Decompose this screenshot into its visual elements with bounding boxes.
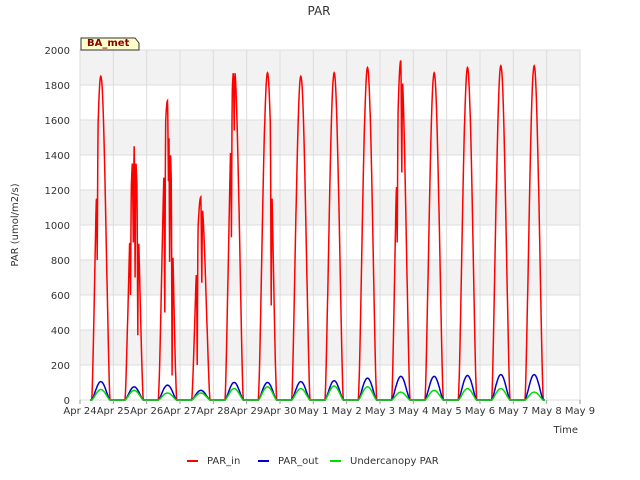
grid-bands	[80, 50, 580, 365]
site-label: BA_met	[87, 38, 130, 49]
x-tick-label: May 4	[398, 406, 428, 417]
chart-title: PAR	[307, 4, 330, 18]
legend-label: PAR_out	[278, 456, 319, 467]
grid-band	[80, 50, 580, 85]
y-tick-label: 800	[51, 256, 70, 267]
x-tick-label: May 1	[298, 406, 328, 417]
y-tick-label: 200	[51, 361, 70, 372]
grid-band	[80, 260, 580, 295]
x-tick-labels: Apr 24 Apr 25 Apr 26 Apr 27 Apr 28 Apr 29 Apr …	[63, 400, 595, 417]
y-tick-label: 1000	[45, 221, 70, 232]
x-tick-label: Apr 30	[263, 406, 296, 417]
y-tick-labels: 0 200 400 600 800 1000 1200 1400 1600 1800 2000	[45, 46, 70, 407]
x-tick-label: May 3	[365, 406, 395, 417]
x-tick-label: Apr 24	[63, 406, 96, 417]
legend-label: Undercanopy PAR	[350, 456, 439, 467]
series-group	[90, 60, 545, 401]
x-tick-label: May 8	[532, 406, 562, 417]
y-tick-label: 1800	[45, 81, 70, 92]
y-tick-label: 400	[51, 326, 70, 337]
y-tick-label: 600	[51, 291, 70, 302]
legend-label: PAR_in	[207, 456, 240, 467]
x-tick-label: Apr 29	[230, 406, 263, 417]
series-line-undercanopy-par	[90, 385, 545, 401]
y-tick-label: 1200	[45, 186, 70, 197]
y-tick-label: 0	[64, 396, 70, 407]
plot-area-frame	[79, 49, 581, 401]
x-tick-label: May 9	[565, 406, 595, 417]
x-tick-label: May 6	[465, 406, 495, 417]
x-tick-label: Apr 28	[197, 406, 230, 417]
grid-band	[80, 330, 580, 365]
x-tick-label: May 7	[498, 406, 528, 417]
x-tick-label: May 2	[332, 406, 362, 417]
y-tick-label: 1600	[45, 116, 70, 127]
y-axis-title: PAR (umol/m2/s)	[10, 183, 21, 266]
x-tick-label: Apr 27	[163, 406, 196, 417]
site-label-box: BA_met	[80, 37, 140, 51]
y-tick-label: 1400	[45, 151, 70, 162]
x-tick-label: Apr 25	[97, 406, 130, 417]
legend: PAR_in PAR_out Undercanopy PAR	[187, 456, 439, 467]
y-tick-label: 2000	[45, 46, 70, 57]
x-axis-title: Time	[553, 425, 578, 436]
x-tick-label: Apr 26	[130, 406, 163, 417]
x-tick-label: May 5	[432, 406, 462, 417]
